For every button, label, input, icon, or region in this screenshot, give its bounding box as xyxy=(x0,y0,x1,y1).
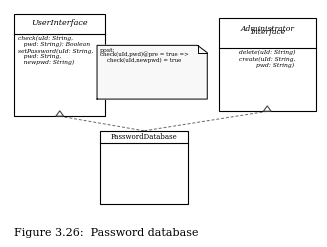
Text: check(uId: String,
   pwd: String): Boolean
setPassword(uId: String,
   pwd: Str: check(uId: String, pwd: String): Boolean… xyxy=(18,36,93,65)
Text: post:: post: xyxy=(100,48,115,53)
Text: Figure 3.26:  Password database: Figure 3.26: Password database xyxy=(14,228,199,238)
Bar xyxy=(219,19,316,111)
Text: Administrator: Administrator xyxy=(240,25,294,33)
Polygon shape xyxy=(97,45,207,99)
Text: UserInterface: UserInterface xyxy=(31,19,88,27)
Text: PasswordDatabase: PasswordDatabase xyxy=(111,133,178,141)
Bar xyxy=(100,131,188,204)
Text: delete(uId: String)
create(uId: String,
        pwd: String): delete(uId: String) create(uId: String, … xyxy=(239,50,296,68)
Text: Interface: Interface xyxy=(250,28,285,36)
Text: check(uId,pwd)@pre = true =>
    check(uId,newpwd) = true: check(uId,pwd)@pre = true => check(uId,n… xyxy=(100,51,188,63)
Bar xyxy=(14,14,105,116)
